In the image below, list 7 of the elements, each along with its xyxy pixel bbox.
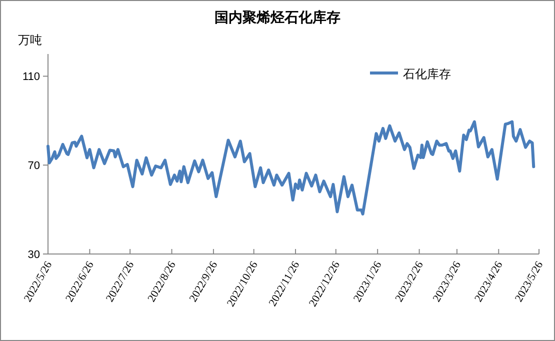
y-tick-label: 110: [22, 71, 40, 84]
chart-title: 国内聚烯烃石化库存: [214, 9, 340, 25]
y-axis-title: 万吨: [18, 33, 42, 47]
y-tick-label: 70: [28, 160, 40, 172]
legend-label: 石化库存: [403, 67, 451, 81]
y-tick-label: 30: [28, 249, 40, 261]
legend: 石化库存: [370, 67, 451, 81]
